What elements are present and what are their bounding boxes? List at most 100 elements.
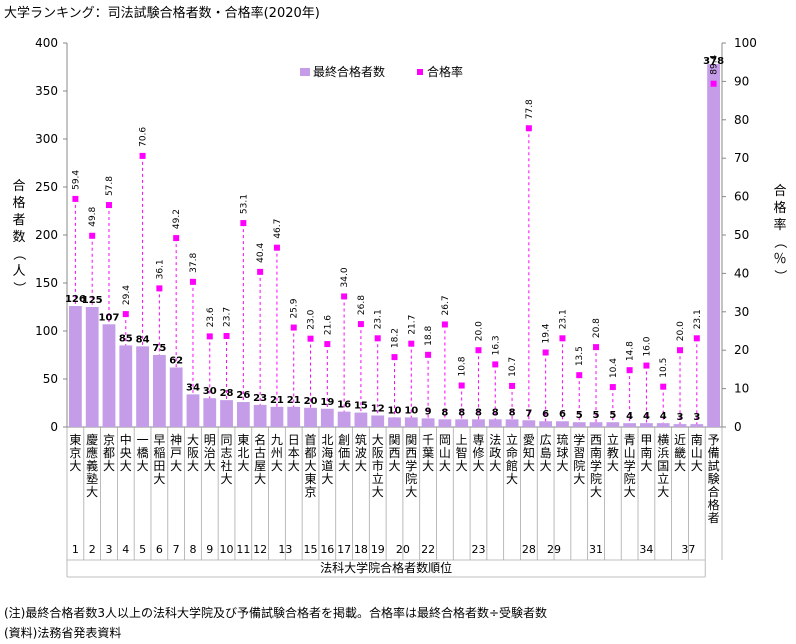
axis-title-char: 者 — [12, 213, 25, 228]
bar-value-label: 34 — [186, 382, 200, 393]
category-label-char: 慶 — [86, 433, 98, 447]
category-label-char: 大 — [506, 472, 518, 486]
bar — [421, 418, 435, 427]
bar — [85, 307, 99, 427]
legend: 最終合格者数 合格率 — [300, 64, 463, 79]
rank-label: 4 — [122, 543, 129, 556]
rate-marker — [223, 332, 230, 339]
category-label-char: 館 — [506, 458, 518, 473]
rate-label: 46.7 — [273, 219, 283, 239]
category-label-char: 大 — [422, 459, 434, 473]
category-label-char: 大 — [103, 459, 115, 473]
category-label-char: 上 — [456, 433, 468, 447]
category-label-char: 大 — [137, 459, 149, 473]
category-label-char: 西 — [388, 446, 400, 460]
axis-title-char: （ — [772, 235, 787, 248]
category-label-char: 南 — [640, 445, 652, 460]
category-label-char: 大 — [372, 433, 384, 447]
category-label-char: 知 — [523, 446, 535, 460]
category-label: 京都大 — [103, 433, 115, 473]
rank-label: 11 — [236, 543, 250, 556]
category-label-char: 大 — [556, 459, 568, 473]
rate-label: 18.2 — [391, 328, 401, 348]
rate-marker — [626, 367, 633, 374]
category-label: 中央大 — [120, 432, 132, 473]
bar-value-label: 21 — [270, 395, 284, 406]
rank-label: 3 — [105, 543, 112, 556]
category-label-char: 習 — [573, 446, 585, 460]
category-label-char: 神 — [170, 433, 182, 447]
category-label-char: 筑 — [355, 432, 367, 447]
rank-label: 12 — [253, 543, 267, 556]
bar-value-label: 12 — [371, 403, 385, 414]
rank-label: 10 — [220, 543, 234, 556]
category-label-char: 大 — [355, 459, 367, 473]
bar-value-label: 4 — [626, 411, 633, 422]
rate-label: 37.8 — [189, 253, 199, 273]
y-tick-label: 200 — [35, 228, 58, 242]
note-text: (注)最終合格者数3人以上の法科大学院及び予備試験合格者を掲載。合格率は最終合格… — [4, 606, 548, 620]
rate-label: 23.7 — [223, 307, 233, 327]
category-label-char: 古 — [254, 445, 266, 460]
y-tick-label: 400 — [35, 36, 58, 50]
chart-title: 大学ランキング：司法試験合格者数・合格率(2020年) — [4, 5, 320, 21]
category-label-char: 立 — [372, 471, 384, 486]
axis-title-char: 数 — [12, 230, 25, 245]
category-label-char: 立 — [506, 432, 518, 447]
bar — [438, 419, 452, 427]
y-tick-label: 0 — [50, 420, 58, 434]
rate-label: 16.3 — [491, 335, 501, 355]
axis-title-char: 人 — [12, 264, 25, 279]
rate-label: 20.0 — [676, 321, 686, 341]
source-text: (資料)法務省発表資料 — [4, 626, 122, 640]
category-label: 関西大 — [388, 433, 400, 473]
bar-value-label: 8 — [492, 407, 499, 418]
rate-marker — [408, 340, 415, 347]
axis-title-char: 合 — [12, 179, 25, 194]
rank-label: 5 — [139, 543, 146, 556]
bar — [656, 423, 670, 427]
category-label: 創価大 — [338, 433, 350, 473]
bar — [69, 306, 82, 427]
category-label-char: 屋 — [254, 459, 266, 473]
y2-tick-label: 50 — [734, 228, 749, 242]
y2-tick-label: 30 — [734, 305, 749, 319]
category-label: 岡山大 — [439, 433, 451, 473]
y-tick-label: 100 — [35, 324, 58, 338]
y2-tick-label: 60 — [734, 190, 749, 204]
category-label-char: 院 — [590, 472, 602, 486]
bar-value-label: 62 — [169, 355, 183, 366]
category-label-char: 院 — [405, 472, 417, 486]
category-label-char: 合 — [708, 484, 720, 499]
category-label-char: 塾 — [86, 471, 98, 486]
bar-value-label: 8 — [509, 407, 516, 418]
legend-label-rate: 合格率 — [427, 64, 463, 79]
category-label: 明治大 — [204, 433, 216, 473]
bar-value-label: 19 — [320, 397, 334, 408]
category-label: 専修大 — [472, 433, 484, 473]
bar-value-label: 15 — [354, 401, 368, 412]
rank-label: 20 — [396, 543, 410, 556]
bar — [220, 400, 233, 427]
category-label-char: 橋 — [137, 446, 149, 460]
rate-marker — [341, 293, 348, 300]
category-label-char: 大 — [120, 459, 132, 473]
rank-label: 1 — [72, 543, 79, 556]
bar — [404, 417, 418, 427]
rate-label: 26.7 — [441, 295, 451, 315]
category-label-char: 専 — [472, 433, 484, 447]
axis-title-char: 格 — [12, 195, 25, 211]
rate-label: 53.1 — [239, 194, 249, 214]
rate-marker — [710, 80, 717, 87]
rate-label: 10.5 — [659, 358, 669, 378]
rate-label: 89.4 — [710, 54, 720, 74]
category-label-char: 州 — [271, 446, 283, 460]
rate-marker — [475, 347, 482, 354]
rate-label: 34.0 — [340, 267, 350, 287]
rank-label: 28 — [522, 543, 536, 556]
rate-label: 26.8 — [357, 295, 367, 315]
rate-label: 40.4 — [256, 243, 266, 263]
bar — [236, 402, 250, 427]
